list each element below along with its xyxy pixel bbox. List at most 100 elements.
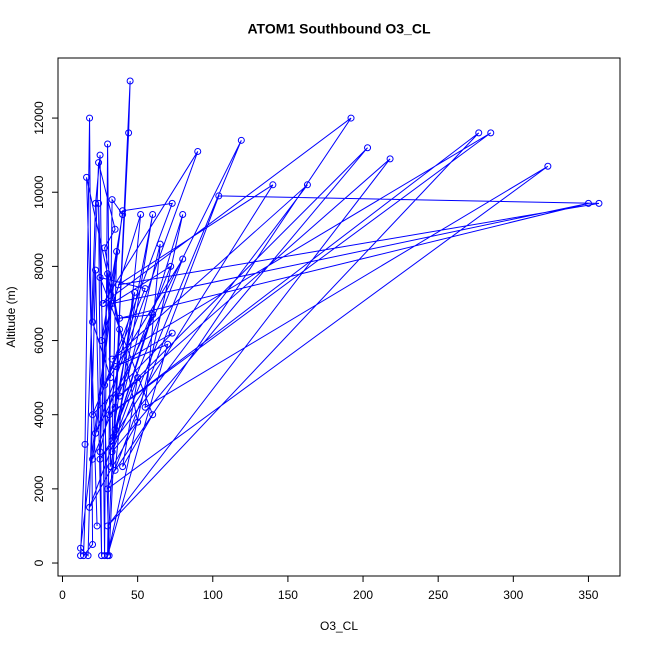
- data-point: [111, 363, 119, 371]
- data-point: [101, 552, 109, 560]
- data-point: [116, 314, 124, 322]
- data-point: [108, 448, 116, 456]
- data-point: [107, 463, 115, 471]
- data-point: [237, 136, 245, 144]
- data-point: [107, 374, 115, 382]
- data-point: [164, 340, 172, 348]
- data-point: [347, 114, 355, 122]
- data-point: [92, 266, 100, 274]
- data-point: [111, 403, 119, 411]
- data-point: [104, 270, 112, 278]
- data-point: [364, 144, 372, 152]
- data-point: [167, 262, 175, 270]
- data-point: [93, 522, 101, 530]
- data-point: [81, 440, 89, 448]
- data-point: [89, 411, 97, 419]
- data-point: [584, 199, 592, 207]
- data-point: [114, 281, 122, 289]
- data-point: [89, 318, 97, 326]
- data-point: [303, 181, 311, 189]
- data-point: [80, 552, 88, 560]
- data-point: [168, 199, 176, 207]
- x-axis-label: O3_CL: [320, 619, 358, 633]
- data-point: [141, 403, 149, 411]
- data-point: [86, 114, 94, 122]
- data-point: [99, 299, 107, 307]
- data-point: [95, 199, 103, 207]
- data-point: [386, 155, 394, 163]
- y-tick-label: 8000: [32, 253, 46, 280]
- data-point: [101, 381, 109, 389]
- data-point: [168, 329, 176, 337]
- data-point: [104, 485, 112, 493]
- x-tick-label: 250: [428, 588, 448, 602]
- data-point: [111, 466, 119, 474]
- data-point: [149, 411, 157, 419]
- data-point: [105, 411, 113, 419]
- data-point: [119, 207, 127, 215]
- data-point: [149, 311, 157, 319]
- data-point: [111, 225, 119, 233]
- data-point: [269, 181, 277, 189]
- data-point: [104, 140, 112, 148]
- y-tick-label: 4000: [32, 401, 46, 428]
- x-tick-label: 300: [503, 588, 523, 602]
- data-point: [194, 147, 202, 155]
- data-point: [98, 552, 106, 560]
- data-point: [137, 210, 145, 218]
- data-point: [595, 199, 603, 207]
- data-point: [104, 522, 112, 530]
- y-tick-label: 2000: [32, 475, 46, 502]
- x-tick-label: 0: [59, 588, 66, 602]
- data-point: [134, 418, 142, 426]
- data-point: [487, 129, 495, 137]
- y-tick-label: 12000: [32, 101, 46, 135]
- data-point: [544, 162, 552, 170]
- data-point: [96, 151, 104, 159]
- data-point: [116, 325, 124, 333]
- data-point: [77, 552, 85, 560]
- data-point: [149, 210, 157, 218]
- data-point: [141, 285, 149, 293]
- data-point: [89, 455, 97, 463]
- data-point: [92, 429, 100, 437]
- data-point: [96, 274, 104, 282]
- y-tick-label: 0: [32, 559, 46, 566]
- data-point: [105, 552, 113, 560]
- data-point: [92, 199, 100, 207]
- y-tick-label: 10000: [32, 175, 46, 209]
- data-point: [119, 210, 127, 218]
- data-point: [108, 437, 116, 445]
- plot-frame: [57, 57, 621, 577]
- data-point: [84, 552, 92, 560]
- x-tick-label: 150: [278, 588, 298, 602]
- data-point: [101, 244, 109, 252]
- data-point: [111, 426, 119, 434]
- data-point: [96, 448, 104, 456]
- data-point: [126, 77, 134, 85]
- data-point: [77, 544, 85, 552]
- y-axis-label: Altitude (m): [4, 286, 18, 347]
- data-point: [108, 299, 116, 307]
- data-point: [156, 240, 164, 248]
- data-point: [179, 210, 187, 218]
- data-point: [475, 129, 483, 137]
- x-tick-label: 50: [131, 588, 145, 602]
- data-point: [83, 173, 91, 181]
- data-line: [80, 80, 600, 558]
- data-point: [110, 433, 118, 441]
- x-tick-label: 100: [203, 588, 223, 602]
- chart-title: ATOM1 Southbound O3_CL: [247, 21, 430, 37]
- data-point: [108, 196, 116, 204]
- data-point: [125, 129, 133, 137]
- data-point: [119, 463, 127, 471]
- data-point: [96, 455, 104, 463]
- data-point: [113, 248, 121, 256]
- data-point: [98, 337, 106, 345]
- y-tick-label: 6000: [32, 327, 46, 354]
- data-point: [116, 392, 124, 400]
- data-point: [215, 192, 223, 200]
- x-tick-label: 200: [353, 588, 373, 602]
- data-point: [95, 159, 103, 167]
